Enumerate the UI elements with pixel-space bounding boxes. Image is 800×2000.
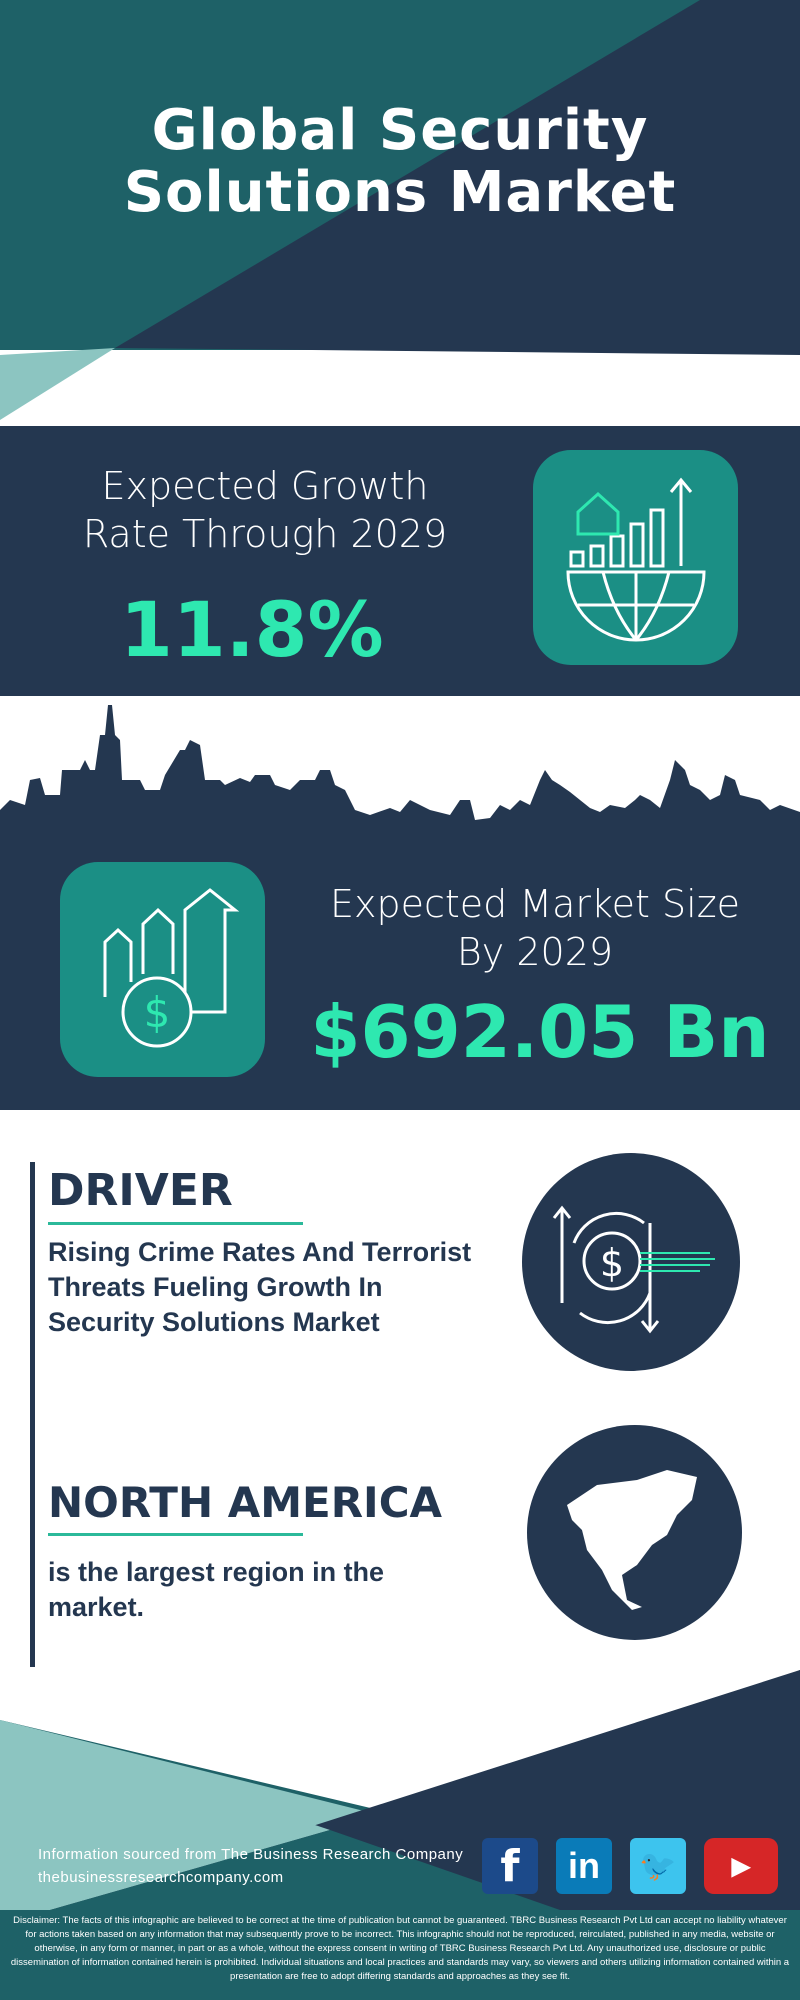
- market-size-value: $692.05 Bn: [310, 990, 770, 1074]
- globe-growth-chart-icon: [533, 450, 738, 665]
- disclaimer: Disclaimer: The facts of this infographi…: [10, 1915, 790, 1982]
- driver-accent-bar: [30, 1162, 35, 1447]
- website-link[interactable]: thebusinessresearchcompany.com: [38, 1869, 284, 1886]
- linkedin-icon[interactable]: in: [556, 1838, 612, 1894]
- svg-text:$: $: [600, 1241, 624, 1285]
- youtube-icon[interactable]: ▶: [704, 1838, 778, 1894]
- region-text: is the largest region in the market.: [48, 1557, 385, 1622]
- title-line: Solutions Market: [123, 160, 677, 225]
- label-line: Expected Market Size: [329, 882, 741, 926]
- market-size-label: Expected Market Size By 2029: [300, 880, 770, 976]
- twitter-icon[interactable]: 🐦: [630, 1838, 686, 1894]
- driver-text: Rising Crime Rates And Terrorist Threats…: [48, 1237, 472, 1337]
- svg-text:$: $: [144, 988, 171, 1037]
- north-america-map-icon: [527, 1425, 742, 1640]
- region-heading: NORTH AMERICA: [48, 1478, 443, 1527]
- region-underline: [48, 1533, 303, 1536]
- footer-shape: [0, 1670, 800, 1910]
- driver-heading: DRIVER: [48, 1165, 233, 1216]
- label-line: By 2029: [456, 930, 614, 974]
- source-text: Information sourced from The Business Re…: [38, 1846, 464, 1863]
- facebook-icon[interactable]: f: [482, 1838, 538, 1894]
- header-background: [0, 0, 800, 420]
- social-links: f in 🐦 ▶: [482, 1838, 778, 1894]
- dollar-exchange-icon: $: [522, 1153, 740, 1371]
- page-title: Global Security Solutions Market: [0, 100, 800, 224]
- driver-underline: [48, 1222, 303, 1225]
- region-accent-bar: [30, 1445, 35, 1667]
- label-line: Rate Through 2029: [82, 512, 448, 556]
- title-line: Global Security: [151, 98, 649, 163]
- growth-value: 11.8%: [120, 585, 384, 674]
- label-line: Expected Growth: [101, 464, 429, 508]
- dollar-growth-arrows-icon: $: [60, 862, 265, 1077]
- growth-label: Expected Growth Rate Through 2029: [40, 462, 490, 558]
